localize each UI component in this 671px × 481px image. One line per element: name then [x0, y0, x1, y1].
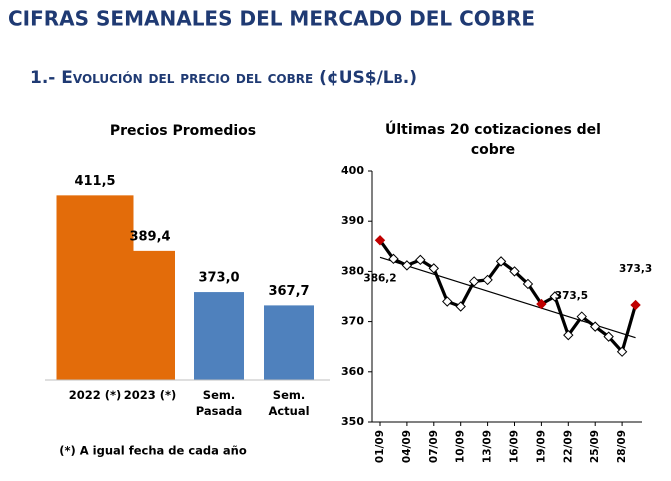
bar-value-label: 367,7	[268, 284, 309, 299]
data-point	[455, 301, 466, 312]
x-tick-label: 04/09	[401, 430, 413, 463]
data-point	[428, 263, 440, 274]
data-point	[603, 331, 614, 342]
bar-chart-title: Precios Promedios	[110, 123, 256, 139]
x-tick-label: 2022 (*)	[68, 388, 122, 402]
data-label: 373,5	[555, 290, 588, 302]
data-label: 373,3	[619, 263, 652, 275]
page-title: CIFRAS SEMANALES DEL MERCADO DEL COBRE	[8, 7, 535, 31]
x-tick-label: 07/09	[428, 430, 440, 463]
y-tick-label: 400	[341, 164, 364, 177]
bar	[194, 292, 244, 380]
x-tick-label-box: Sem. Pasada	[195, 388, 243, 418]
data-point	[589, 321, 601, 332]
data-point	[549, 291, 561, 302]
data-point	[442, 296, 453, 307]
x-tick-label: 13/09	[482, 430, 494, 463]
page-subtitle: 1.- Evolución del precio del cobre (¢US$…	[30, 68, 417, 88]
x-tick-label: 01/09	[374, 430, 386, 463]
bar-value-label: 389,4	[129, 229, 170, 244]
x-tick-label-box: 2023 (*)	[123, 388, 177, 402]
y-tick-label: 370	[341, 315, 364, 328]
data-point	[415, 254, 426, 266]
data-point	[616, 346, 628, 357]
x-tick-label: 28/09	[616, 430, 628, 463]
data-point	[630, 299, 641, 311]
data-point	[522, 278, 534, 290]
y-tick-label: 360	[341, 365, 364, 378]
x-tick-label: Sem. Pasada	[195, 388, 243, 418]
data-point	[495, 256, 507, 267]
y-tick-label: 350	[341, 415, 364, 428]
x-tick-label: 2023 (*)	[123, 388, 177, 402]
data-point	[563, 329, 574, 341]
y-tick-label: 380	[341, 264, 364, 277]
data-point	[401, 260, 413, 271]
data-point	[468, 276, 480, 287]
bar	[125, 250, 175, 380]
data-point	[509, 266, 520, 277]
x-tick-label: Sem. Actual	[268, 388, 310, 418]
x-tick-label: 22/09	[562, 430, 574, 463]
x-tick-label: 25/09	[589, 430, 601, 463]
data-point	[576, 311, 587, 322]
bar-value-label: 411,5	[74, 174, 115, 189]
y-tick-label: 390	[341, 214, 364, 227]
x-tick-label-box: Sem. Actual	[268, 388, 310, 418]
footnote: (*) A igual fecha de cada año	[59, 444, 247, 458]
bar-value-label: 373,0	[198, 271, 239, 286]
bar	[264, 305, 314, 380]
data-point	[482, 274, 493, 286]
x-tick-label: 10/09	[455, 430, 467, 463]
data-label: 386,2	[363, 272, 396, 284]
data-point	[374, 235, 386, 246]
line-chart-title-box: Últimas 20 cotizaciones del cobre	[385, 122, 601, 158]
data-point	[388, 253, 399, 265]
x-tick-label: 19/09	[535, 430, 547, 463]
x-tick-label: 16/09	[509, 430, 521, 463]
x-tick-label-box: 2022 (*)	[68, 388, 122, 402]
line-chart-title: Últimas 20 cotizaciones del cobre	[385, 122, 601, 158]
bar	[56, 195, 134, 380]
data-point	[536, 298, 547, 310]
